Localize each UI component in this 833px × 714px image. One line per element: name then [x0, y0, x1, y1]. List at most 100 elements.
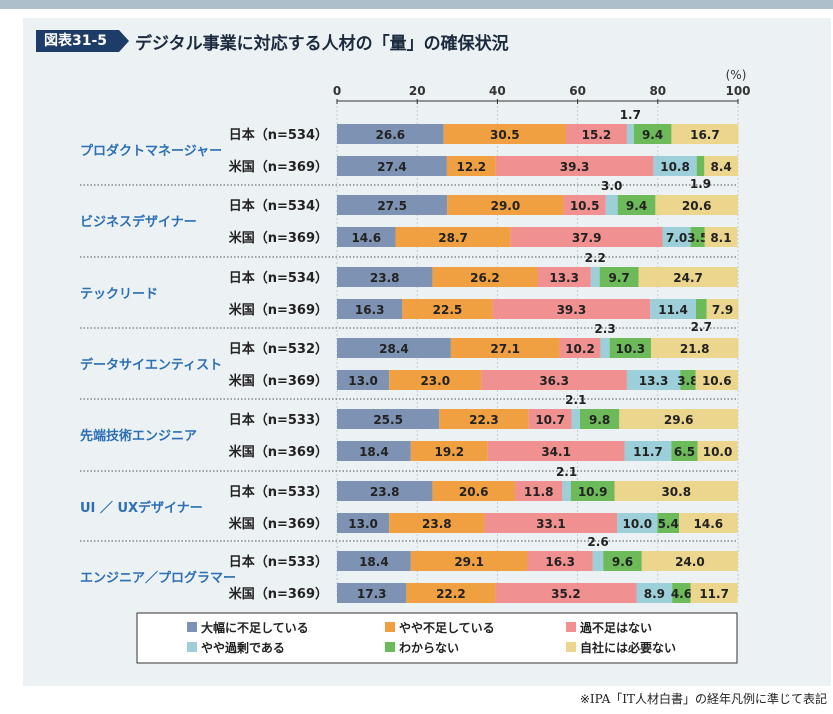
bar-segment [605, 195, 618, 215]
data-label: 2.1 [556, 465, 577, 479]
category-label: テックリード [80, 287, 158, 302]
data-label: 13.3 [639, 374, 669, 388]
bar-segment [406, 583, 496, 603]
legend-swatch [385, 622, 395, 632]
data-label: 9.4 [642, 128, 663, 142]
bar-segment [527, 551, 593, 571]
bar-segment [395, 227, 511, 247]
x-tick-label: 20 [409, 84, 426, 98]
legend-label: やや過剰である [201, 640, 285, 655]
bar-segment [672, 583, 691, 603]
data-label: 4.6 [671, 587, 692, 601]
bar-segment [337, 267, 433, 287]
data-label: 10.2 [565, 342, 595, 356]
row-label: 日本（n=533） [229, 554, 328, 570]
data-label: 8.1 [710, 231, 731, 245]
bar-segment [619, 409, 738, 429]
data-label: 10.0 [703, 445, 733, 459]
bar-segment [562, 481, 571, 501]
top-accent-bar [0, 0, 833, 9]
data-label: 3.5 [687, 231, 708, 245]
x-tick-label: 60 [569, 84, 586, 98]
bar-segment [337, 409, 440, 429]
data-label: 3.0 [601, 179, 622, 193]
legend-label: 大幅に不足している [201, 620, 309, 635]
data-label: 16.7 [690, 128, 720, 142]
bar-segment [690, 583, 738, 603]
data-label: 39.3 [560, 160, 590, 174]
bar-segment [337, 195, 448, 215]
x-tick-label: 40 [489, 84, 506, 98]
data-label: 18.4 [359, 445, 389, 459]
bar-segment [704, 227, 738, 247]
data-label: 19.2 [434, 445, 464, 459]
bar-segment [515, 481, 563, 501]
data-label: 10.9 [578, 485, 608, 499]
bar-segment [337, 124, 444, 144]
data-label: 10.0 [623, 517, 653, 531]
bar-segment [410, 441, 488, 461]
bar-segment [599, 267, 639, 287]
data-label: 10.6 [702, 374, 732, 388]
bar-segment [570, 481, 615, 501]
row-label: 米国（n=369） [229, 444, 328, 460]
bar-segment [697, 441, 738, 461]
row-label: 米国（n=369） [229, 586, 328, 602]
bar-segment [337, 583, 407, 603]
bar-segment [487, 441, 625, 461]
bar-segment [650, 299, 696, 319]
bar-segment [671, 124, 739, 144]
data-label: 9.8 [589, 413, 610, 427]
legend-swatch [385, 642, 395, 652]
data-label: 26.2 [470, 271, 500, 285]
data-label: 20.6 [459, 485, 489, 499]
data-label: 11.7 [633, 445, 663, 459]
row-label: 日本（n=534） [229, 270, 328, 286]
data-label: 37.9 [572, 231, 602, 245]
bar-segment [671, 441, 698, 461]
x-axis-unit: (%) [726, 68, 747, 82]
legend-label: 過不足はない [579, 620, 652, 635]
data-label: 9.6 [612, 555, 633, 569]
data-label: 21.8 [680, 342, 710, 356]
bar-segment [624, 441, 672, 461]
data-label: 16.3 [355, 303, 385, 317]
x-tick-label: 0 [333, 84, 341, 98]
bar-segment [389, 370, 482, 390]
bar-segment [600, 338, 610, 358]
legend-swatch [187, 642, 197, 652]
bar-segment [650, 338, 739, 358]
row-label: 米国（n=369） [229, 230, 328, 246]
data-label: 34.1 [541, 445, 571, 459]
bar-segment [679, 513, 738, 533]
data-label: 30.5 [490, 128, 520, 142]
data-label: 22.5 [433, 303, 463, 317]
category-label: エンジニア／プログラマー [80, 570, 236, 586]
data-label: 17.3 [357, 587, 387, 601]
row-label: 日本（n=534） [229, 198, 328, 214]
bar-segment [617, 513, 658, 533]
bar-segment [337, 481, 433, 501]
bar-segment [443, 124, 566, 144]
bar-segment [528, 409, 572, 429]
legend-swatch [566, 622, 576, 632]
bar-segment [617, 195, 656, 215]
data-label: 3.8 [677, 374, 698, 388]
data-label: 23.8 [422, 517, 452, 531]
bar-segment [690, 227, 705, 247]
category-label: ビジネスデザイナー [80, 214, 197, 230]
data-label: 10.3 [616, 342, 646, 356]
data-label: 10.8 [660, 160, 690, 174]
data-label: 1.9 [690, 177, 711, 191]
data-label: 25.5 [373, 413, 403, 427]
data-label: 35.2 [551, 587, 581, 601]
badge-arrow-icon [119, 30, 129, 52]
data-label: 27.5 [377, 199, 407, 213]
data-label: 27.4 [377, 160, 407, 174]
bar-segment [695, 299, 707, 319]
row-label: 日本（n=534） [229, 127, 328, 143]
bar-segment [439, 409, 529, 429]
bar-segment [680, 370, 696, 390]
data-label: 5.4 [658, 517, 679, 531]
